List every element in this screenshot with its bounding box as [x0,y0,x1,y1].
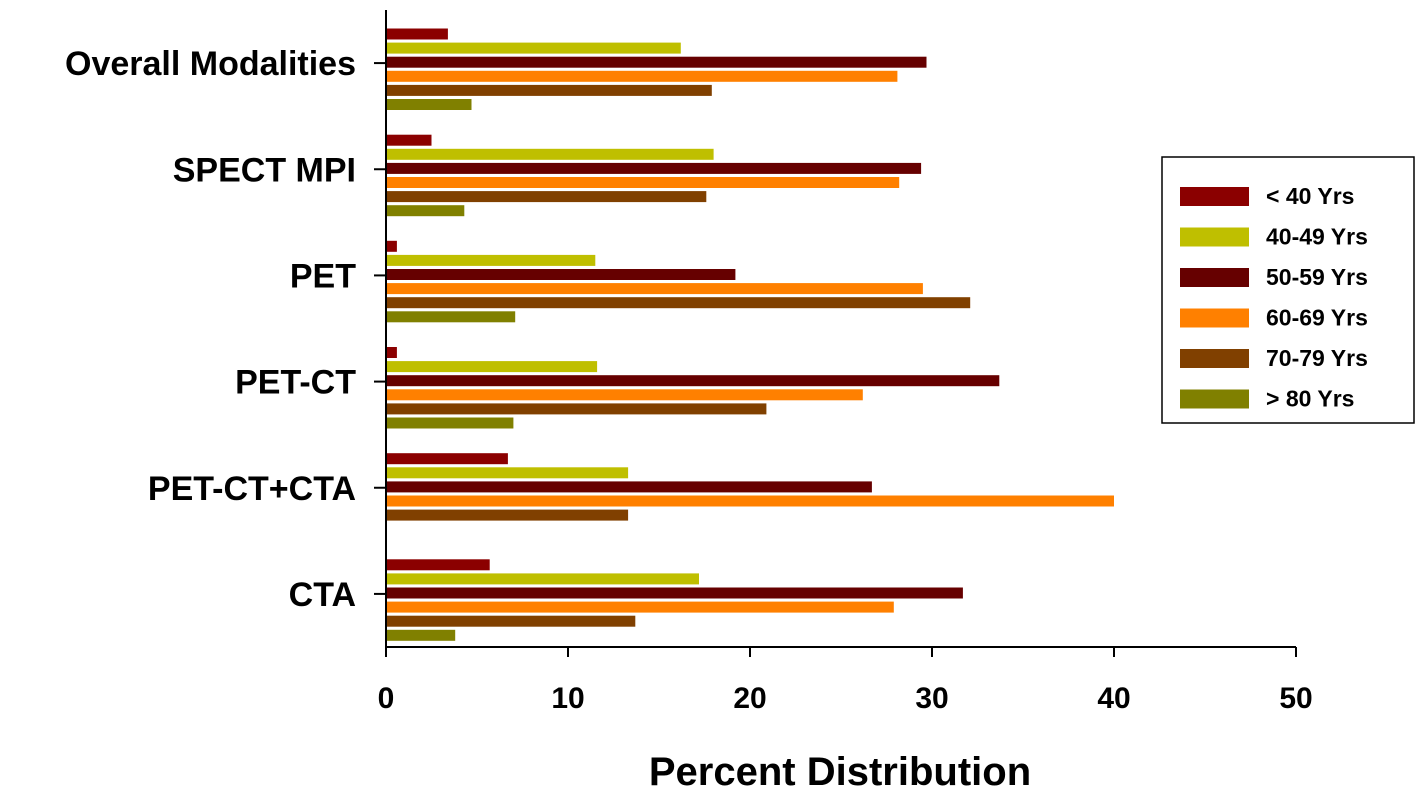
category-label: Overall Modalities [65,45,356,83]
x-tick-label: 10 [551,682,584,715]
legend-label: > 80 Yrs [1266,386,1354,412]
bar-2-1 [386,254,596,266]
legend-label: < 40 Yrs [1266,183,1354,209]
bar-4-0 [386,453,508,465]
bar-0-3 [386,70,898,82]
bar-5-0 [386,559,490,571]
bar-3-0 [386,347,397,358]
bar-0-5 [386,99,472,110]
bar-2-2 [386,269,736,280]
bar-2-4 [386,297,971,309]
legend: < 40 Yrs 40-49 Yrs 50-59 Yrs 60-69 Yrs 70-79… [1161,156,1415,424]
bar-2-5 [386,311,516,323]
bar-1-0 [386,134,432,146]
legend-swatch [1180,187,1249,206]
bar-5-3 [386,601,894,613]
bar-2-3 [386,283,923,295]
bar-1-4 [386,191,707,203]
axes-group [374,10,1297,657]
x-tick-label: 50 [1279,682,1312,715]
legend-swatch [1180,227,1249,247]
legend-swatch [1180,268,1249,287]
legend-swatch [1180,308,1249,328]
bar-3-2 [386,375,1000,387]
legend-label: 60-69 Yrs [1266,305,1368,331]
bar-4-4 [386,509,629,521]
legend-label: 40-49 Yrs [1266,224,1368,250]
legend-swatch [1180,349,1249,368]
legend-swatch [1180,389,1249,409]
bar-0-1 [386,42,681,54]
bar-3-4 [386,403,767,415]
legend-label: 50-59 Yrs [1266,264,1368,290]
x-tick-label: 30 [915,682,948,715]
bar-4-2 [386,481,872,493]
bar-1-5 [386,205,465,217]
x-axis-title: Percent Distribution [649,750,1031,791]
category-label: CTA [289,576,356,614]
bar-3-3 [386,389,863,401]
bars-group [386,28,1114,641]
bar-0-4 [386,84,712,96]
bar-4-3 [386,495,1114,507]
bar-1-2 [386,162,922,174]
legend-label: 70-79 Yrs [1266,345,1368,371]
category-label: PET-CT+CTA [148,470,356,508]
bar-1-3 [386,177,900,188]
x-tick-label: 20 [733,682,766,715]
x-tick-label: 40 [1097,682,1130,715]
bar-5-2 [386,587,963,599]
x-tick-label: 0 [378,682,395,715]
bar-2-0 [386,240,397,252]
bar-5-1 [386,573,699,585]
bar-0-0 [386,28,448,40]
category-labels: Overall Modalities SPECT MPI PET PET-CT PET-… [65,45,356,614]
bar-4-1 [386,467,629,479]
bar-1-1 [386,148,714,160]
x-tick-labels: 0 10 20 30 40 50 [378,682,1313,715]
category-label: PET [290,257,356,295]
category-label: PET-CT [235,364,356,402]
bar-5-4 [386,615,636,627]
bar-0-2 [386,56,927,68]
category-label: SPECT MPI [173,151,356,189]
bar-3-1 [386,361,598,373]
bar-5-5 [386,629,456,641]
bar-3-5 [386,417,514,429]
